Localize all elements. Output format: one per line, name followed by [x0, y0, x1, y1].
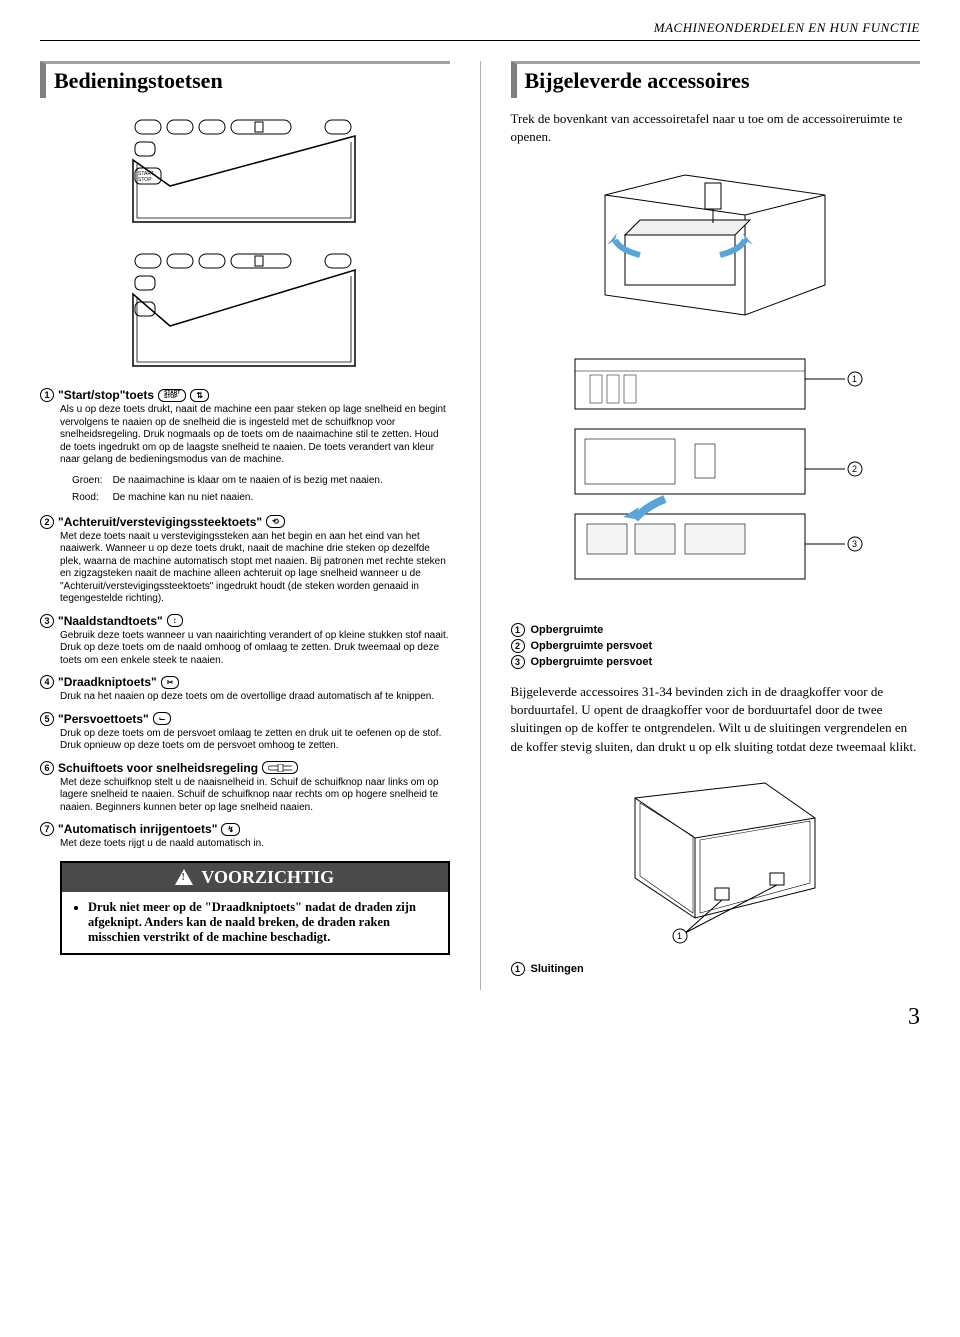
l1-num-2: 2 [511, 639, 525, 653]
diagram-controls-2 [115, 244, 375, 374]
title-1: "Start/stop"toets [58, 388, 154, 402]
num-1: 1 [40, 388, 54, 402]
diagram-compartments: 1 2 3 [545, 349, 885, 609]
num-3: 3 [40, 614, 54, 628]
title-2: "Achteruit/verstevigingssteektoets" [58, 515, 262, 529]
legend-compartments: 1 Opbergruimte 2 Opbergruimte persvoet 3 Op… [511, 623, 921, 669]
slider-icon [262, 761, 298, 774]
cut-icon: ✂ [161, 676, 180, 689]
body-3: Gebruik deze toets wanneer u van naairic… [60, 630, 450, 668]
body-7: Met deze toets rijgt u de naald automati… [60, 838, 450, 851]
chapter-header: MACHINEONDERDELEN EN HUN FUNCTIE [40, 20, 920, 41]
l2-num-1: 1 [511, 962, 525, 976]
startstop-icon: STARTSTOP [158, 389, 186, 402]
l1-label-1: Opbergruimte [531, 624, 604, 636]
color-table: Groen: De naaimachine is klaar om te naa… [70, 471, 393, 507]
column-divider [480, 61, 481, 990]
body-5: Druk op deze toets om de persvoet omlaag… [60, 728, 450, 753]
reverse-icon: ⟲ [266, 515, 285, 528]
svg-text:1: 1 [677, 931, 682, 941]
right-intro: Trek de bovenkant van accessoiretafel na… [511, 110, 921, 145]
thread-icon: ↯ [221, 823, 240, 836]
body-1: Als u op deze toets drukt, naait de mach… [60, 404, 450, 467]
page-number: 3 [40, 1004, 920, 1031]
caution-header: VOORZICHTIG [62, 863, 448, 892]
caution-title: VOORZICHTIG [201, 867, 334, 888]
legend-case: 1 Sluitingen [511, 962, 921, 976]
title-5: "Persvoettoets" [58, 712, 149, 726]
num-4: 4 [40, 675, 54, 689]
num-5: 5 [40, 712, 54, 726]
def-item-1: 1 "Start/stop"toets STARTSTOP ⇅ Als u op… [40, 388, 450, 507]
l1-label-2: Opbergruimte persvoet [531, 640, 653, 652]
num-7: 7 [40, 822, 54, 836]
title-4: "Draadkniptoets" [58, 675, 157, 689]
left-column: Bedieningstoetsen START STOP [40, 61, 450, 990]
groen-label: Groen: [72, 473, 111, 488]
svg-text:1: 1 [852, 374, 857, 384]
body-6: Met deze schuifknop stelt u de naaisnelh… [60, 777, 450, 815]
num-6: 6 [40, 761, 54, 775]
num-2: 2 [40, 515, 54, 529]
svg-text:3: 3 [852, 539, 857, 549]
diagram-case: 1 [585, 768, 845, 948]
accessory-note: Bijgeleverde accessoires 31-34 bevinden … [511, 683, 921, 756]
rood-desc: De machine kan nu niet naaien. [113, 490, 391, 505]
l1-label-3: Opbergruimte persvoet [531, 656, 653, 668]
def-item-4: 4 "Draadkniptoets" ✂ Druk na het naaien … [40, 675, 450, 704]
heading-accessoires: Bijgeleverde accessoires [511, 61, 921, 98]
diagram-tray-open [565, 155, 865, 335]
diagram-controls-1: START STOP [115, 110, 375, 230]
caution-text: Druk niet meer op de "Draadkniptoets" na… [88, 900, 436, 945]
title-7: "Automatisch inrijgentoets" [58, 822, 217, 836]
caution-body: Druk niet meer op de "Draadkniptoets" na… [62, 892, 448, 953]
svg-text:STOP: STOP [138, 177, 152, 183]
foot-icon: ⌙ [153, 712, 172, 725]
def-item-5: 5 "Persvoettoets" ⌙ Druk op deze toets o… [40, 712, 450, 753]
needle-icon: ⇅ [190, 389, 209, 402]
def-item-6: 6 Schuiftoets voor snelheidsregeling Met… [40, 761, 450, 815]
l2-label-1: Sluitingen [531, 963, 584, 975]
def-item-2: 2 "Achteruit/verstevigingssteektoets" ⟲ … [40, 515, 450, 606]
groen-desc: De naaimachine is klaar om te naaien of … [113, 473, 391, 488]
body-4: Druk na het naaien op deze toets om de o… [60, 691, 450, 704]
title-6: Schuiftoets voor snelheidsregeling [58, 761, 258, 775]
rood-label: Rood: [72, 490, 111, 505]
warning-icon [175, 869, 193, 885]
def-item-3: 3 "Naaldstandtoets" ↕ Gebruik deze toets… [40, 614, 450, 668]
needlepos-icon: ↕ [167, 614, 183, 627]
caution-box: VOORZICHTIG Druk niet meer op de "Draadk… [60, 861, 450, 955]
l1-num-1: 1 [511, 623, 525, 637]
title-3: "Naaldstandtoets" [58, 614, 163, 628]
svg-text:2: 2 [852, 464, 857, 474]
right-column: Bijgeleverde accessoires Trek de bovenka… [511, 61, 921, 990]
l1-num-3: 3 [511, 655, 525, 669]
def-item-7: 7 "Automatisch inrijgentoets" ↯ Met deze… [40, 822, 450, 851]
body-2: Met deze toets naait u verstevigingsstek… [60, 531, 450, 606]
heading-bedieningstoetsen: Bedieningstoetsen [40, 61, 450, 98]
